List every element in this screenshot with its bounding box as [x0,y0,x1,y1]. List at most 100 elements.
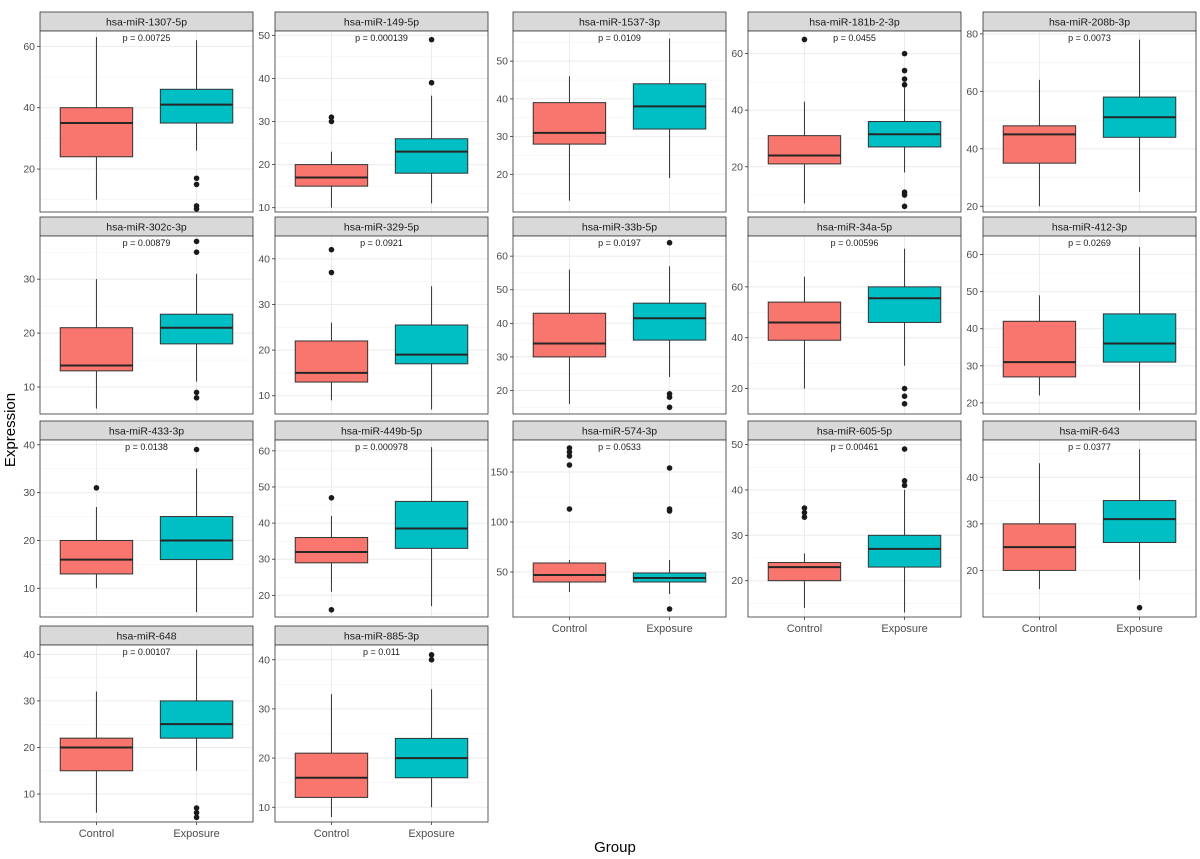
facet-title: hsa-miR-433-3p [109,426,184,438]
y-tick-label: 40 [23,439,35,451]
facet-title: hsa-miR-605-5p [817,426,892,438]
box-control [1002,79,1077,207]
y-tick-label: 10 [23,583,35,595]
outlier-point [193,203,200,209]
facet-panel: hsa-miR-449b-5p 20 30 40 50 60 p = 0.000978 [258,420,489,618]
facet-panel: hsa-miR-181b-2-3p 20 40 60 p = 0.0455 [731,11,962,213]
y-tick-label: 20 [23,328,35,340]
outlier-point [901,401,908,407]
y-tick-label: 20 [966,397,978,409]
y-tick-label: 60 [966,249,978,261]
facet-title: hsa-miR-643 [1059,426,1119,438]
y-tick-label: 40 [966,323,978,335]
p-value-annotation: p = 0.000139 [355,33,408,43]
p-value-annotation: p = 0.000978 [355,442,408,452]
outlier-point [801,509,808,516]
facet-title: hsa-miR-302c-3p [106,222,187,234]
box-iqr [159,700,234,739]
y-tick-label: 40 [966,143,978,155]
x-tick-label: Exposure [1116,623,1162,635]
p-value-annotation: p = 0.00725 [123,33,171,43]
y-tick-label: 40 [258,253,270,265]
y-tick-label: 80 [966,28,978,40]
y-tick-label: 20 [258,345,270,357]
box-iqr [59,539,134,575]
outlier-point [666,404,673,411]
box-iqr [294,340,369,383]
p-value-annotation: p = 0.0073 [1068,33,1111,43]
box-control [767,276,842,389]
y-tick-label: 30 [496,131,508,143]
box-exposure [159,238,234,401]
box-exposure [159,40,234,212]
facet-title: hsa-miR-181b-2-3p [809,17,900,29]
y-tick-label: 40 [496,318,508,330]
outlier-point [801,505,808,511]
panel-border [512,235,727,415]
facet-panel: hsa-miR-648 10 20 30 40 p = 0.00107 Control Exp… [23,625,254,840]
panel-border [747,30,962,213]
outlier-point [566,506,573,512]
outlier-point [566,453,573,459]
facet-title: hsa-miR-885-3p [344,631,419,643]
box-iqr [394,500,469,549]
outlier-point [328,269,335,276]
box-control [1002,295,1077,396]
y-tick-label: 20 [496,169,508,181]
box-exposure [1102,247,1177,411]
y-tick-label: 40 [731,332,743,344]
p-value-annotation: p = 0.0269 [1068,238,1111,248]
y-tick-label: 20 [731,383,743,395]
panel-border [39,235,254,415]
y-tick-label: 20 [258,590,270,602]
facet-panel: hsa-miR-1537-3p 20 30 40 50 p = 0.0109 [496,11,727,213]
p-value-annotation: p = 0.0533 [598,442,641,452]
outlier-point [901,67,908,74]
outlier-point [193,809,200,816]
y-tick-label: 30 [966,360,978,372]
facet-title: hsa-miR-412-3p [1052,222,1127,234]
y-tick-label: 50 [731,439,743,451]
p-value-annotation: p = 0.0921 [360,238,403,248]
y-tick-label: 40 [258,654,270,666]
y-tick-label: 20 [496,385,508,397]
box-iqr [867,534,942,568]
facet-panel: hsa-miR-302c-3p 10 20 30 p = 0.00879 [23,216,254,415]
box-control [767,36,842,204]
y-tick-label: 50 [966,286,978,298]
y-tick-label: 10 [23,382,35,394]
outlier-point [901,76,908,82]
p-value-annotation: p = 0.0138 [125,442,168,452]
y-tick-label: 60 [731,281,743,293]
box-iqr [159,313,234,345]
outlier-point [428,656,435,663]
y-tick-label: 10 [258,802,270,814]
y-tick-label: 20 [966,201,978,213]
outlier-point [901,50,908,57]
box-iqr [532,102,607,145]
facet-title: hsa-miR-449b-5p [341,426,422,438]
y-tick-label: 10 [258,202,270,214]
facet-panel: hsa-miR-605-5p 20 30 40 50 p = 0.00461 Control… [731,420,962,635]
y-tick-label: 40 [731,105,743,117]
facet-title: hsa-miR-34a-5p [817,222,892,234]
outlier-point [666,506,673,512]
p-value-annotation: p = 0.00461 [831,442,879,452]
x-tick-label: Exposure [881,623,927,635]
box-control [767,505,842,608]
outlier-point [93,485,100,491]
outlier-point [328,606,335,613]
box-exposure [632,465,707,612]
outlier-point [801,514,808,520]
box-iqr [159,516,234,561]
y-tick-label: 40 [23,102,35,114]
y-tick-label: 20 [258,753,270,765]
x-axis-title: Group [594,839,636,856]
p-value-annotation: p = 0.00596 [831,238,879,248]
panel-border [39,30,254,213]
p-value-annotation: p = 0.0197 [598,238,641,248]
p-value-annotation: p = 0.00879 [123,238,171,248]
box-exposure [632,239,707,411]
box-iqr [767,301,842,341]
p-value-annotation: p = 0.011 [363,647,400,657]
